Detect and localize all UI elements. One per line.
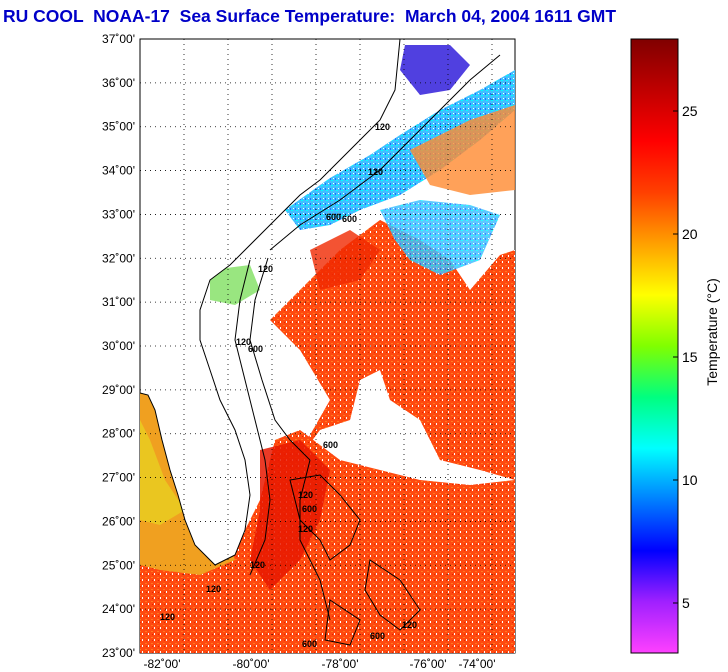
colorbar-tick-label: 15 bbox=[682, 349, 698, 365]
orange-offshore-ne bbox=[410, 105, 515, 195]
colorbar-tick-label: 20 bbox=[682, 226, 698, 242]
contour-600m bbox=[249, 257, 331, 621]
latitude-label: 31˚00' bbox=[102, 295, 135, 309]
latitude-label: 33˚00' bbox=[102, 207, 135, 221]
contour-label: 120 bbox=[258, 264, 273, 274]
latitude-label: 36˚00' bbox=[102, 76, 135, 90]
colorbar-tick-label: 5 bbox=[682, 595, 690, 611]
map-title: RU COOL NOAA-17 Sea Surface Temperature:… bbox=[3, 6, 617, 26]
colorbar-tick-label: 10 bbox=[682, 472, 698, 488]
latitude-label: 23˚00' bbox=[102, 646, 135, 660]
contour-label: 120 bbox=[375, 122, 390, 132]
cold-water-north bbox=[400, 45, 470, 95]
colorbar-gradient bbox=[630, 38, 679, 654]
contour-label: 120 bbox=[206, 584, 221, 594]
colorbar-label: Temperature (°C) bbox=[704, 278, 720, 386]
contour-shelf-north bbox=[269, 54, 501, 251]
longitude-labels: -82˚00' -80˚00' -78˚00' -76˚00' -74˚00' bbox=[144, 657, 496, 671]
contour-label: 120 bbox=[160, 612, 175, 622]
colorbar: 25 20 15 10 5 Temperature (°C) bbox=[630, 38, 720, 654]
longitude-label: -80˚00' bbox=[233, 657, 270, 671]
longitude-label: -74˚00' bbox=[459, 657, 496, 671]
latitude-label: 29˚00' bbox=[102, 383, 135, 397]
latitude-label: 37˚00' bbox=[102, 32, 135, 46]
latitude-labels: 37˚00' 36˚00' 35˚00' 34˚00' 33˚00' 32˚00' 31˚0… bbox=[102, 32, 135, 660]
contour-label: 600 bbox=[302, 639, 317, 649]
latitude-label: 34˚00' bbox=[102, 164, 135, 178]
red-core-north bbox=[310, 230, 380, 290]
latitude-label: 25˚00' bbox=[102, 558, 135, 572]
longitude-label: -78˚00' bbox=[322, 657, 359, 671]
colorbar-tick-label: 25 bbox=[682, 103, 698, 119]
latitude-label: 30˚00' bbox=[102, 339, 135, 353]
contour-label: 120 bbox=[250, 560, 265, 570]
gulf-shelf-yellow bbox=[140, 420, 185, 525]
contour-label: 120 bbox=[368, 167, 383, 177]
latitude-label: 35˚00' bbox=[102, 120, 135, 134]
sst-image bbox=[140, 39, 515, 653]
contour-label: 600 bbox=[323, 440, 338, 450]
contour-label: 600 bbox=[326, 212, 341, 222]
latitude-label: 27˚00' bbox=[102, 471, 135, 485]
contour-labels: 1206001206001201206001206006001201201206… bbox=[160, 122, 417, 649]
cool-water-offshore bbox=[380, 200, 500, 275]
longitude-label: -76˚00' bbox=[410, 657, 447, 671]
warm-water-south bbox=[140, 430, 515, 653]
contour-label: 120 bbox=[402, 620, 417, 630]
latitude-label: 24˚00' bbox=[102, 602, 135, 616]
contour-label: 600 bbox=[342, 214, 357, 224]
latitude-label: 32˚00' bbox=[102, 251, 135, 265]
contour-label: 600 bbox=[370, 631, 385, 641]
contour-label: 600 bbox=[248, 344, 263, 354]
longitude-label: -82˚00' bbox=[144, 657, 181, 671]
colorbar-ticks: 25 20 15 10 5 bbox=[673, 103, 698, 611]
bahamas-banks bbox=[289, 474, 421, 646]
green-patch bbox=[210, 265, 260, 305]
contour-label: 120 bbox=[298, 524, 313, 534]
latitude-label: 26˚00' bbox=[102, 514, 135, 528]
contour-label: 120 bbox=[236, 337, 251, 347]
contour-label: 600 bbox=[302, 504, 317, 514]
latitude-label: 28˚00' bbox=[102, 427, 135, 441]
contour-120m bbox=[234, 259, 271, 576]
contour-label: 120 bbox=[298, 490, 313, 500]
